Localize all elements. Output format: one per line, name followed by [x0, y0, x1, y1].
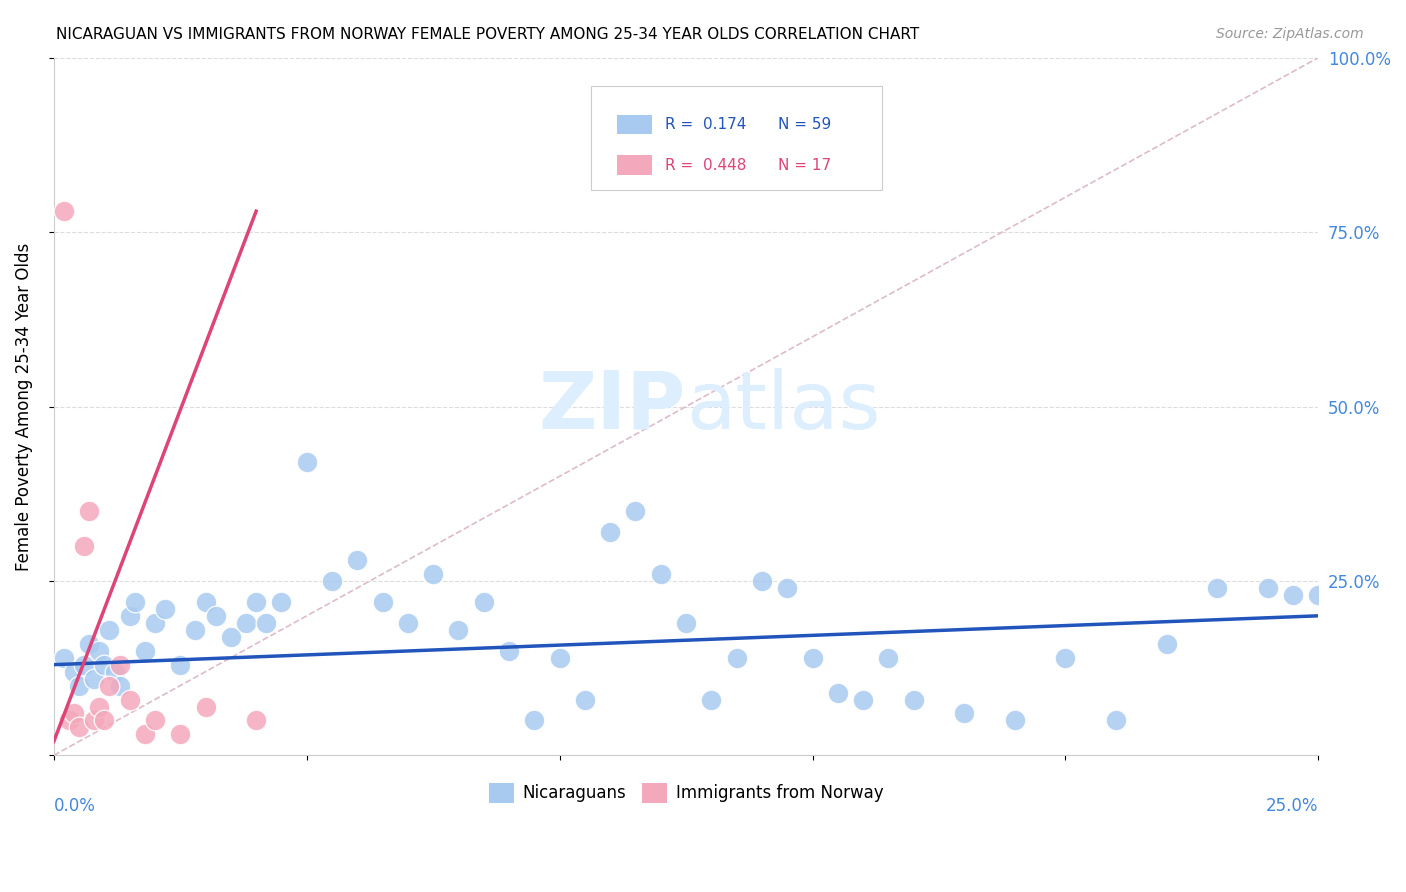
Point — [1282, 588, 1305, 602]
Point — [574, 692, 596, 706]
Text: 0.0%: 0.0% — [53, 797, 96, 815]
Point — [751, 574, 773, 588]
Point — [235, 615, 257, 630]
FancyBboxPatch shape — [591, 86, 882, 190]
Point — [67, 721, 90, 735]
FancyBboxPatch shape — [616, 155, 652, 175]
Y-axis label: Female Poverty Among 25-34 Year Olds: Female Poverty Among 25-34 Year Olds — [15, 243, 32, 571]
Point — [1156, 637, 1178, 651]
Point — [650, 566, 672, 581]
Point — [245, 595, 267, 609]
Point — [219, 630, 242, 644]
Point — [498, 643, 520, 657]
Point — [548, 650, 571, 665]
FancyBboxPatch shape — [616, 114, 652, 134]
Point — [77, 637, 100, 651]
Point — [73, 539, 96, 553]
Point — [346, 553, 368, 567]
Point — [103, 665, 125, 679]
Point — [169, 657, 191, 672]
Point — [67, 679, 90, 693]
Point — [73, 657, 96, 672]
Text: ZIP: ZIP — [538, 368, 686, 445]
Text: 25.0%: 25.0% — [1265, 797, 1319, 815]
Point — [63, 706, 86, 721]
Point — [599, 525, 621, 540]
Legend: Nicaraguans, Immigrants from Norway: Nicaraguans, Immigrants from Norway — [482, 776, 890, 810]
Point — [89, 699, 111, 714]
Point — [118, 608, 141, 623]
Point — [624, 504, 647, 518]
Point — [1206, 581, 1229, 595]
Point — [852, 692, 875, 706]
Point — [89, 643, 111, 657]
Point — [447, 623, 470, 637]
Point — [124, 595, 146, 609]
Point — [903, 692, 925, 706]
Text: R =  0.448: R = 0.448 — [665, 158, 747, 173]
Point — [93, 657, 115, 672]
Point — [877, 650, 900, 665]
Point — [295, 455, 318, 469]
Point — [98, 679, 121, 693]
Point — [254, 615, 277, 630]
Point — [1257, 581, 1279, 595]
Point — [725, 650, 748, 665]
Point — [52, 204, 75, 219]
Point — [143, 615, 166, 630]
Text: NICARAGUAN VS IMMIGRANTS FROM NORWAY FEMALE POVERTY AMONG 25-34 YEAR OLDS CORREL: NICARAGUAN VS IMMIGRANTS FROM NORWAY FEM… — [56, 27, 920, 42]
Point — [801, 650, 824, 665]
Point — [270, 595, 292, 609]
Point — [169, 727, 191, 741]
Point — [827, 685, 849, 699]
Point — [134, 727, 156, 741]
Point — [1054, 650, 1077, 665]
Text: R =  0.174: R = 0.174 — [665, 117, 747, 132]
Point — [396, 615, 419, 630]
Point — [52, 650, 75, 665]
Point — [523, 714, 546, 728]
Point — [98, 623, 121, 637]
Point — [472, 595, 495, 609]
Point — [118, 692, 141, 706]
Point — [108, 657, 131, 672]
Point — [776, 581, 799, 595]
Text: N = 17: N = 17 — [779, 158, 831, 173]
Point — [134, 643, 156, 657]
Point — [93, 714, 115, 728]
Point — [194, 595, 217, 609]
Point — [77, 504, 100, 518]
Text: Source: ZipAtlas.com: Source: ZipAtlas.com — [1216, 27, 1364, 41]
Text: N = 59: N = 59 — [779, 117, 831, 132]
Point — [153, 602, 176, 616]
Point — [675, 615, 697, 630]
Text: atlas: atlas — [686, 368, 880, 445]
Point — [184, 623, 207, 637]
Point — [83, 714, 105, 728]
Point — [108, 679, 131, 693]
Point — [143, 714, 166, 728]
Point — [204, 608, 226, 623]
Point — [63, 665, 86, 679]
Point — [1004, 714, 1026, 728]
Point — [194, 699, 217, 714]
Point — [422, 566, 444, 581]
Point — [321, 574, 343, 588]
Point — [371, 595, 394, 609]
Point — [58, 714, 80, 728]
Point — [1105, 714, 1128, 728]
Point — [245, 714, 267, 728]
Point — [700, 692, 723, 706]
Point — [83, 672, 105, 686]
Point — [953, 706, 976, 721]
Point — [1308, 588, 1330, 602]
